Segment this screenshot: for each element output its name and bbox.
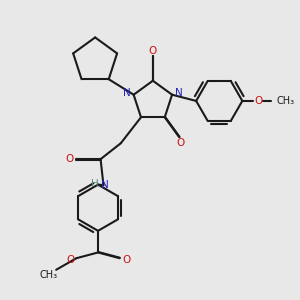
Text: O: O — [66, 154, 74, 164]
Text: O: O — [122, 255, 130, 265]
Text: O: O — [254, 96, 262, 106]
Text: H: H — [91, 179, 99, 189]
Text: N: N — [123, 88, 131, 98]
Text: O: O — [176, 139, 185, 148]
Text: N: N — [101, 180, 109, 190]
Text: CH₃: CH₃ — [277, 96, 295, 106]
Text: O: O — [149, 46, 157, 56]
Text: N: N — [175, 88, 182, 98]
Text: CH₃: CH₃ — [40, 270, 58, 280]
Text: O: O — [66, 255, 74, 265]
